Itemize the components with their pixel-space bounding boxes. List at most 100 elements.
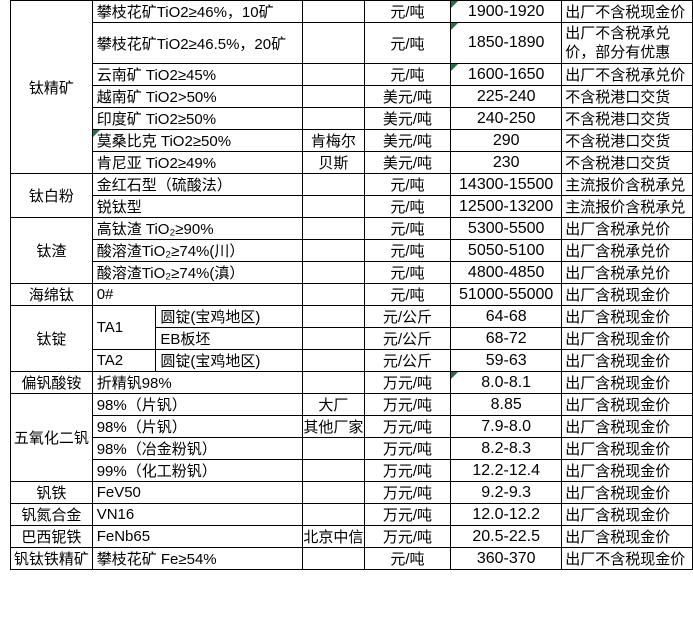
note-cell[interactable]: 出厂含税现金价 [561, 349, 693, 372]
price-cell[interactable]: 9.2-9.3 [450, 481, 563, 504]
unit-cell[interactable]: 元/吨 [363, 195, 452, 218]
unit-cell[interactable]: 美元/吨 [363, 129, 452, 152]
product-cell[interactable]: 肯尼亚 TiO2≥49% [91, 151, 303, 174]
category-cell[interactable]: 巴西铌铁 [10, 525, 93, 548]
supplier-cell[interactable] [301, 0, 365, 23]
note-cell[interactable]: 出厂含税现金价 [561, 503, 693, 526]
category-cell[interactable]: 偏钒酸铵 [10, 371, 93, 394]
unit-cell[interactable]: 元/吨 [363, 283, 452, 306]
price-cell[interactable]: 8.2-8.3 [450, 437, 563, 460]
price-cell[interactable]: 68-72 [450, 327, 563, 350]
note-cell[interactable]: 不含税港口交货 [561, 107, 693, 130]
note-cell[interactable]: 不含税港口交货 [561, 85, 693, 108]
product-cell[interactable]: 酸溶渣TiO₂≥74%(滇） [91, 261, 303, 284]
unit-cell[interactable]: 万元/吨 [363, 437, 452, 460]
price-cell[interactable]: 5050-5100 [450, 239, 563, 262]
unit-cell[interactable]: 万元/吨 [363, 371, 452, 394]
product-cell[interactable]: 金红石型（硫酸法） [91, 173, 303, 196]
supplier-cell[interactable]: 北京中信 [301, 525, 365, 548]
product-cell[interactable]: 98%（片钒） [91, 393, 303, 416]
supplier-cell[interactable]: 大厂 [301, 393, 365, 416]
note-cell[interactable]: 不含税港口交货 [561, 129, 693, 152]
unit-cell[interactable]: 万元/吨 [363, 459, 452, 482]
unit-cell[interactable]: 万元/吨 [363, 393, 452, 416]
unit-cell[interactable]: 元/吨 [363, 173, 452, 196]
unit-cell[interactable]: 美元/吨 [363, 85, 452, 108]
supplier-cell[interactable] [301, 327, 365, 350]
note-cell[interactable]: 出厂不含税现金价 [561, 0, 693, 23]
unit-cell[interactable]: 元/吨 [363, 22, 452, 64]
unit-cell[interactable]: 元/吨 [363, 63, 452, 86]
supplier-cell[interactable] [301, 481, 365, 504]
note-cell[interactable]: 主流报价含税承兑 [561, 195, 693, 218]
price-cell[interactable]: 5300-5500 [450, 217, 563, 240]
product-cell[interactable]: 越南矿 TiO2>50% [91, 85, 303, 108]
product-cell[interactable]: 酸溶渣TiO₂≥74%(川） [91, 239, 303, 262]
note-cell[interactable]: 出厂含税现金价 [561, 305, 693, 328]
unit-cell[interactable]: 元/吨 [363, 547, 452, 570]
grade-cell[interactable]: TA1 [91, 305, 157, 350]
grade-cell[interactable]: TA2 [91, 349, 157, 372]
supplier-cell[interactable] [301, 261, 365, 284]
supplier-cell[interactable] [301, 217, 365, 240]
supplier-cell[interactable] [301, 283, 365, 306]
supplier-cell[interactable] [301, 107, 365, 130]
product-cell[interactable]: 锐钛型 [91, 195, 303, 218]
product-cell[interactable]: 攀枝花矿TiO2≥46%，10矿 [91, 0, 303, 23]
supplier-cell[interactable] [301, 305, 365, 328]
product-cell[interactable]: 98%（片钒） [91, 415, 303, 438]
price-cell[interactable]: 7.9-8.0 [450, 415, 563, 438]
product-cell[interactable]: 98%（冶金粉钒） [91, 437, 303, 460]
note-cell[interactable]: 出厂含税承兑价 [561, 261, 693, 284]
product-cell[interactable]: 折精钒98% [91, 371, 303, 394]
product-cell[interactable]: 高钛渣 TiO₂≥90% [91, 217, 303, 240]
category-cell[interactable]: 海绵钛 [10, 283, 93, 306]
supplier-cell[interactable] [301, 349, 365, 372]
price-cell[interactable]: 12.0-12.2 [450, 503, 563, 526]
product-cell[interactable]: 印度矿 TiO2≥50% [91, 107, 303, 130]
unit-cell[interactable]: 万元/吨 [363, 481, 452, 504]
category-cell[interactable]: 钛白粉 [10, 173, 93, 218]
supplier-cell[interactable] [301, 371, 365, 394]
unit-cell[interactable]: 元/吨 [363, 0, 452, 23]
supplier-cell[interactable]: 肯梅尔 [301, 129, 365, 152]
note-cell[interactable]: 出厂含税现金价 [561, 459, 693, 482]
product-cell[interactable]: FeV50 [91, 481, 303, 504]
supplier-cell[interactable] [301, 239, 365, 262]
note-cell[interactable]: 出厂含税承兑价 [561, 217, 693, 240]
price-cell[interactable]: 59-63 [450, 349, 563, 372]
supplier-cell[interactable]: 其他厂家 [301, 415, 365, 438]
category-cell[interactable]: 钒钛铁精矿 [10, 547, 93, 570]
supplier-cell[interactable] [301, 459, 365, 482]
price-cell[interactable]: 20.5-22.5 [450, 525, 563, 548]
price-cell[interactable]: 240-250 [450, 107, 563, 130]
product-cell[interactable]: EB板坯 [155, 327, 303, 350]
note-cell[interactable]: 出厂含税承兑价 [561, 239, 693, 262]
unit-cell[interactable]: 万元/吨 [363, 503, 452, 526]
price-cell[interactable]: 1900-1920 [450, 0, 563, 23]
supplier-cell[interactable]: 贝斯 [301, 151, 365, 174]
supplier-cell[interactable] [301, 63, 365, 86]
note-cell[interactable]: 出厂含税现金价 [561, 327, 693, 350]
note-cell[interactable]: 出厂含税现金价 [561, 437, 693, 460]
product-cell[interactable]: 云南矿 TiO2≥45% [91, 63, 303, 86]
note-cell[interactable]: 出厂不含税承兑价，部分有优惠 [561, 22, 693, 64]
price-cell[interactable]: 12500-13200 [450, 195, 563, 218]
product-cell[interactable]: 圆锭(宝鸡地区) [155, 305, 303, 328]
category-cell[interactable]: 钛渣 [10, 217, 93, 284]
unit-cell[interactable]: 元/吨 [363, 217, 452, 240]
price-cell[interactable]: 1600-1650 [450, 63, 563, 86]
product-cell[interactable]: 莫桑比克 TiO2≥50% [91, 129, 303, 152]
note-cell[interactable]: 不含税港口交货 [561, 151, 693, 174]
note-cell[interactable]: 出厂含税现金价 [561, 415, 693, 438]
note-cell[interactable]: 出厂含税现金价 [561, 481, 693, 504]
price-cell[interactable]: 290 [450, 129, 563, 152]
product-cell[interactable]: 0# [91, 283, 303, 306]
supplier-cell[interactable] [301, 547, 365, 570]
supplier-cell[interactable] [301, 437, 365, 460]
price-cell[interactable]: 230 [450, 151, 563, 174]
supplier-cell[interactable] [301, 503, 365, 526]
price-cell[interactable]: 4800-4850 [450, 261, 563, 284]
price-cell[interactable]: 360-370 [450, 547, 563, 570]
note-cell[interactable]: 出厂不含税现金价 [561, 547, 693, 570]
